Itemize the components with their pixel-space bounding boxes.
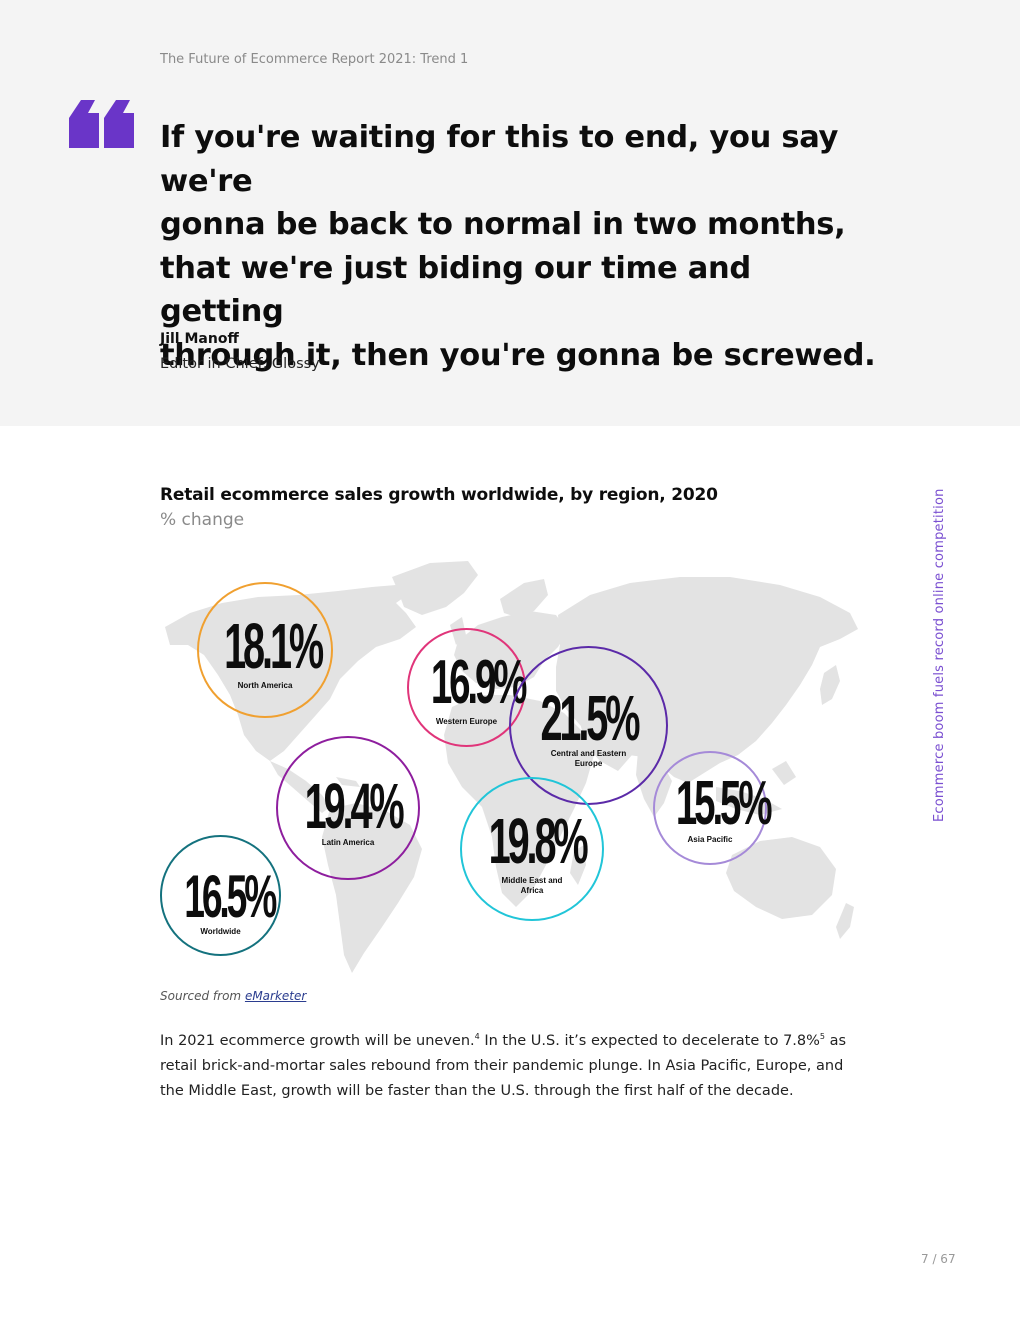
bubble-value: 16.9% — [430, 648, 528, 717]
body-text-part: In 2021 ecommerce growth will be uneven. — [160, 1033, 475, 1049]
side-section-title: Ecommerce boom fuels record online compe… — [932, 488, 947, 822]
bubble-value: 19.8% — [488, 805, 589, 877]
bubble-value: 21.5% — [540, 682, 640, 754]
bubble-north-america: 18.1% North America — [197, 582, 333, 718]
bubble-region-label: Asia Pacific — [687, 835, 733, 844]
quote-author: Jill Manoff — [160, 331, 239, 347]
report-breadcrumb: The Future of Ecommerce Report 2021: Tre… — [160, 52, 469, 67]
bubble-region-label: Middle East and Africa — [501, 876, 563, 895]
world-map-chart: 18.1% North America 16.9% Western Europe… — [160, 555, 860, 975]
bubble-value: 15.5% — [675, 769, 773, 838]
pull-quote: If you're waiting for this to end, you s… — [160, 116, 880, 377]
bubble-value: 16.5% — [184, 863, 277, 930]
body-text-part: In the U.S. it’s expected to decelerate … — [479, 1033, 820, 1049]
bubble-value: 18.1% — [224, 610, 324, 682]
quote-line: through it, then you're gonna be screwed… — [160, 337, 876, 373]
footnote-4[interactable]: 4 — [474, 1032, 480, 1042]
bubble-worldwide: 16.5% Worldwide — [160, 835, 281, 956]
source-link[interactable]: eMarketer — [244, 989, 307, 1003]
bubble-middle-east-africa: 19.8% Middle East and Africa — [460, 777, 604, 921]
bubble-latin-america: 19.4% Latin America — [276, 736, 420, 880]
body-text-part: as retail brick-and-mortar sales rebound… — [160, 1033, 847, 1099]
source-prefix: Sourced from — [160, 989, 242, 1003]
bubble-value: 19.4% — [304, 770, 405, 842]
bubble-region-label: Worldwide — [200, 927, 241, 936]
body-paragraph: In 2021 ecommerce growth will be uneven.… — [160, 1029, 850, 1104]
quote-line: gonna be back to normal in two months, — [160, 207, 846, 242]
bubble-asia-pacific: 15.5% Asia Pacific — [653, 751, 773, 865]
chart-title: Retail ecommerce sales growth worldwide,… — [160, 485, 718, 505]
bubble-region-label: Latin America — [321, 838, 375, 847]
quote-section — [0, 0, 1020, 426]
bubble-region-label: Central and Eastern Europe — [550, 749, 627, 768]
chart-subtitle: % change — [160, 510, 245, 530]
bubble-region-label: Western Europe — [435, 717, 498, 726]
footnote-5[interactable]: 5 — [819, 1032, 825, 1042]
source-note: Sourced from eMarketer — [160, 989, 306, 1003]
bubble-region-label: North America — [237, 681, 293, 690]
quote-line: If you're waiting for this to end, you s… — [160, 120, 839, 199]
page-number: 7 / 67 — [921, 1252, 956, 1266]
quote-mark-icon — [69, 100, 134, 148]
quote-author-role: Editor in Chief, Glossy — [160, 356, 320, 372]
quote-line: that we're just biding our time and gett… — [160, 250, 751, 330]
